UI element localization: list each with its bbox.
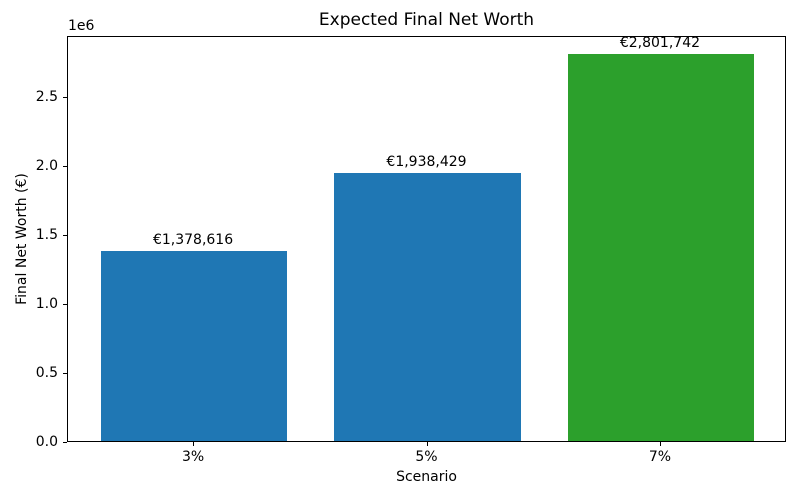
y-axis-tick <box>63 442 67 443</box>
y-tick-label: 2.0 <box>35 157 58 174</box>
y-tick-label: 0.0 <box>35 434 58 450</box>
y-tick-label: 0.5 <box>35 364 58 381</box>
y-axis-tick <box>63 372 67 374</box>
y-axis-tick <box>63 303 67 305</box>
x-tick-label: 7% <box>648 449 672 465</box>
x-tick-label: 5% <box>415 449 438 465</box>
y-axis-label: Final Net Worth (€) <box>14 173 30 305</box>
y-tick-label: 1.0 <box>35 295 58 312</box>
x-tick-label: 3% <box>181 449 205 465</box>
x-axis-tick <box>659 442 661 446</box>
chart-bar-7% <box>567 54 755 441</box>
chart-bar-3% <box>100 250 288 441</box>
chart-title: Expected Final Net Worth <box>318 10 535 30</box>
x-axis-tick <box>426 442 428 446</box>
x-axis-tick <box>193 442 195 446</box>
plot-area <box>67 36 786 442</box>
y-tick-label: 2.5 <box>35 88 58 105</box>
y-axis-tick <box>63 234 67 236</box>
chart-bar-5% <box>334 173 521 441</box>
x-axis-label: Scenario <box>396 469 457 485</box>
y-axis-tick <box>63 96 67 98</box>
y-axis-tick <box>63 165 67 167</box>
bar-value-label: €1,938,429 <box>386 154 467 171</box>
y-axis-offset-label: 1e6 <box>68 18 95 34</box>
bar-value-label: €1,378,616 <box>152 231 234 248</box>
bar-value-label: €2,801,742 <box>619 35 701 52</box>
y-tick-label: 1.5 <box>35 226 58 243</box>
